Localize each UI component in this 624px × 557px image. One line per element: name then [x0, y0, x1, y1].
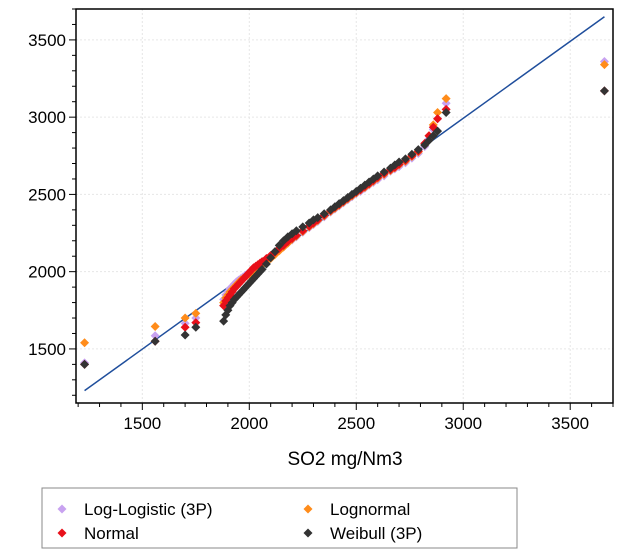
legend-item: Weibull (3P) [303, 524, 422, 543]
y-tick-label: 1500 [28, 340, 66, 359]
data-point [433, 108, 443, 118]
data-point [291, 226, 301, 236]
data-point [373, 171, 383, 181]
data-point [433, 114, 443, 124]
y-tick-label: 2000 [28, 263, 66, 282]
y-tick-label: 3500 [28, 31, 66, 50]
data-point [319, 209, 329, 219]
legend-label: Log-Logistic (3P) [84, 500, 213, 519]
data-point [191, 308, 201, 318]
legend-label: Weibull (3P) [330, 524, 422, 543]
legend-marker [57, 528, 67, 538]
data-point [266, 253, 276, 263]
data-point [80, 359, 90, 369]
legend-frame [41, 487, 518, 549]
data-point [400, 154, 410, 164]
legend-item: Lognormal [303, 500, 410, 519]
x-axis-title: SO2 mg/Nm3 [287, 449, 402, 470]
plot-frame [75, 8, 614, 404]
x-axis: 1500 2000 2500 3000 3500 [77, 403, 614, 433]
x-tick-label: 2500 [337, 414, 375, 433]
data-point [261, 254, 271, 264]
data-point [599, 60, 609, 70]
data-point [191, 313, 201, 323]
data-point [394, 157, 404, 167]
legend-label: Normal [84, 524, 139, 543]
legend-marker [57, 504, 67, 514]
data-point [191, 322, 201, 332]
series-weibull-3p [80, 86, 609, 369]
data-points [80, 57, 609, 369]
legend: Log-Logistic (3P) Lognormal Normal Weibull … [41, 487, 518, 549]
x-tick-label: 3500 [551, 414, 589, 433]
legend-label: Lognormal [330, 500, 410, 519]
data-point [180, 313, 190, 323]
legend-item: Log-Logistic (3P) [57, 500, 213, 519]
data-point [433, 126, 443, 136]
grid-lines [76, 9, 613, 403]
data-point [441, 108, 451, 118]
y-tick-label: 2500 [28, 185, 66, 204]
y-axis: 1500 2000 2500 3000 3500 [28, 8, 76, 396]
x-tick-label: 2000 [230, 414, 268, 433]
data-point [80, 338, 90, 348]
data-point [150, 336, 160, 346]
legend-item: Normal [57, 524, 139, 543]
data-point [150, 322, 160, 332]
data-point [599, 86, 609, 96]
data-point [441, 98, 451, 108]
plot-area [75, 8, 614, 404]
data-point [261, 259, 271, 269]
data-point [150, 331, 160, 341]
data-point [413, 145, 423, 155]
data-point [313, 213, 323, 223]
data-point [257, 264, 267, 274]
data-point [379, 167, 389, 177]
legend-marker [303, 528, 313, 538]
x-tick-label: 1500 [123, 414, 161, 433]
data-point [441, 94, 451, 104]
x-tick-label: 3000 [444, 414, 482, 433]
y-tick-label: 3000 [28, 108, 66, 127]
legend-marker [303, 504, 313, 514]
data-point [191, 318, 201, 328]
data-point [180, 322, 190, 332]
data-point [298, 222, 308, 232]
data-point [180, 330, 190, 340]
data-point [270, 247, 280, 257]
data-point [407, 149, 417, 159]
